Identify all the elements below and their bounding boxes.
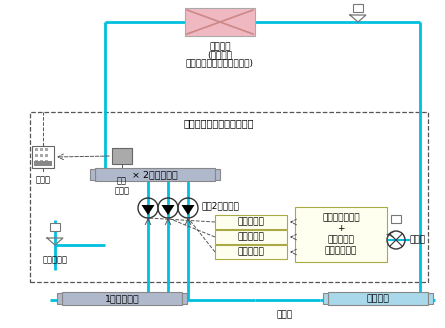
Text: × 2次往ヘッダ: × 2次往ヘッダ — [132, 170, 178, 179]
Bar — [34, 161, 52, 166]
Bar — [40, 160, 43, 163]
Bar — [40, 148, 43, 151]
Bar — [40, 154, 43, 157]
Text: バイパス弁: バイパス弁 — [43, 255, 68, 264]
Bar — [328, 292, 428, 305]
Text: インバータ: インバータ — [238, 233, 264, 241]
Text: 流量計: 流量計 — [410, 236, 426, 244]
Bar — [215, 215, 287, 229]
Bar — [45, 148, 48, 151]
Bar — [50, 223, 60, 231]
Bar — [215, 169, 220, 180]
Bar — [45, 160, 48, 163]
Text: 変圧力制御カスケード制御: 変圧力制御カスケード制御 — [184, 118, 254, 128]
Text: (空調機や: (空調機や — [207, 50, 232, 59]
Polygon shape — [142, 205, 154, 215]
Bar — [112, 148, 132, 164]
Bar — [391, 215, 401, 223]
Polygon shape — [182, 205, 194, 215]
Text: 負荷設備: 負荷設備 — [209, 42, 231, 51]
Bar — [182, 293, 187, 304]
Bar — [35, 154, 38, 157]
Text: 還ヘッダ: 還ヘッダ — [367, 294, 389, 303]
Text: 圧力
発信器: 圧力 発信器 — [114, 176, 129, 195]
Text: インバータ: インバータ — [238, 217, 264, 227]
Bar — [32, 146, 54, 168]
Bar — [30, 112, 428, 282]
Bar — [428, 293, 433, 304]
Text: 1次往ヘッダ: 1次往ヘッダ — [105, 294, 139, 303]
Text: 連通管: 連通管 — [277, 311, 293, 319]
Bar — [215, 230, 287, 244]
Bar — [323, 293, 328, 304]
Bar — [185, 8, 255, 36]
Bar — [57, 293, 62, 304]
Bar — [62, 292, 182, 305]
Text: ポンプ台数制衡
+
回転数制御
コントローラ: ポンプ台数制衡 + 回転数制御 コントローラ — [322, 213, 360, 256]
Text: ファンコイルユニットなど): ファンコイルユニットなど) — [186, 58, 254, 67]
Bar — [90, 169, 95, 180]
Text: 調節計: 調節計 — [36, 175, 50, 184]
Text: インバータ: インバータ — [238, 248, 264, 256]
Bar — [295, 207, 387, 262]
Bar — [95, 168, 215, 181]
Text: 冷汷2次ポンプ: 冷汷2次ポンプ — [202, 201, 240, 211]
Bar — [35, 160, 38, 163]
Bar — [215, 245, 287, 259]
Bar — [353, 4, 363, 12]
Bar — [35, 148, 38, 151]
Bar — [45, 154, 48, 157]
Polygon shape — [162, 205, 174, 215]
